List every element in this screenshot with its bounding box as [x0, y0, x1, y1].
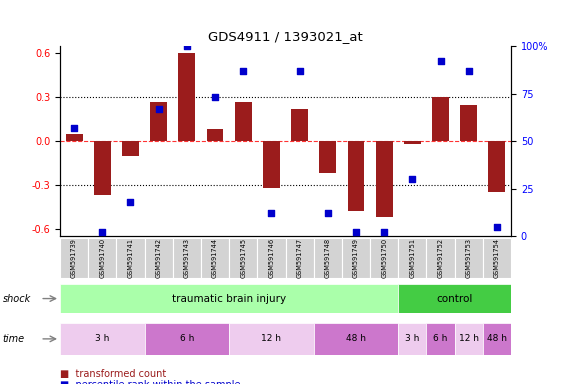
Bar — [404, 141, 421, 144]
Text: time: time — [3, 334, 25, 344]
Text: GSM591753: GSM591753 — [466, 238, 472, 278]
Text: GSM591741: GSM591741 — [127, 238, 134, 278]
Text: GSM591744: GSM591744 — [212, 238, 218, 278]
Bar — [235, 102, 252, 141]
Bar — [399, 323, 427, 355]
Point — [239, 68, 248, 74]
Bar — [60, 238, 88, 278]
Bar — [286, 238, 313, 278]
Text: traumatic brain injury: traumatic brain injury — [172, 293, 286, 304]
Text: GSM591746: GSM591746 — [268, 238, 275, 278]
Text: GSM591740: GSM591740 — [99, 238, 105, 278]
Bar — [348, 141, 364, 211]
Point — [267, 210, 276, 217]
Bar — [60, 323, 144, 355]
Bar — [342, 238, 370, 278]
Bar — [399, 284, 511, 313]
Text: GSM591745: GSM591745 — [240, 238, 246, 278]
Bar — [370, 238, 399, 278]
Text: shock: shock — [3, 293, 31, 304]
Bar — [88, 238, 116, 278]
Bar — [173, 238, 201, 278]
Point — [351, 229, 360, 235]
Bar — [432, 97, 449, 141]
Bar — [66, 134, 83, 141]
Bar — [313, 238, 342, 278]
Bar — [229, 238, 258, 278]
Bar — [483, 238, 511, 278]
Bar — [201, 238, 229, 278]
Text: 12 h: 12 h — [459, 334, 478, 343]
Bar — [376, 141, 393, 217]
Bar — [60, 284, 399, 313]
Bar — [150, 102, 167, 141]
Bar — [229, 323, 313, 355]
Text: 12 h: 12 h — [262, 334, 282, 343]
Text: ■  transformed count: ■ transformed count — [60, 369, 166, 379]
Text: GSM591739: GSM591739 — [71, 238, 77, 278]
Bar — [178, 53, 195, 141]
Bar — [319, 141, 336, 173]
Point — [464, 68, 473, 74]
Text: GSM591750: GSM591750 — [381, 238, 387, 278]
Text: GSM591752: GSM591752 — [437, 238, 444, 278]
Text: GSM591749: GSM591749 — [353, 238, 359, 278]
Text: ■  percentile rank within the sample: ■ percentile rank within the sample — [60, 380, 240, 384]
Bar — [427, 238, 455, 278]
Bar — [455, 238, 483, 278]
Text: 3 h: 3 h — [405, 334, 420, 343]
Text: GSM591754: GSM591754 — [494, 238, 500, 278]
Text: GSM591751: GSM591751 — [409, 238, 415, 278]
Point — [98, 229, 107, 235]
Text: GSM591747: GSM591747 — [296, 238, 303, 278]
Text: GSM591748: GSM591748 — [325, 238, 331, 278]
Title: GDS4911 / 1393021_at: GDS4911 / 1393021_at — [208, 30, 363, 43]
Point — [408, 176, 417, 182]
Point — [70, 125, 79, 131]
Point — [295, 68, 304, 74]
Text: GSM591742: GSM591742 — [156, 238, 162, 278]
Bar — [460, 104, 477, 141]
Text: control: control — [436, 293, 473, 304]
Text: GSM591743: GSM591743 — [184, 238, 190, 278]
Text: 48 h: 48 h — [487, 334, 507, 343]
Text: 48 h: 48 h — [346, 334, 366, 343]
Bar — [122, 141, 139, 156]
Bar — [263, 141, 280, 188]
Bar — [489, 141, 505, 192]
Point — [323, 210, 332, 217]
Bar — [258, 238, 286, 278]
Point — [182, 43, 191, 49]
Point — [126, 199, 135, 205]
Text: 6 h: 6 h — [180, 334, 194, 343]
Point — [436, 58, 445, 65]
Point — [211, 94, 220, 101]
Point — [154, 106, 163, 112]
Bar — [399, 238, 427, 278]
Bar — [483, 323, 511, 355]
Bar — [207, 129, 223, 141]
Bar — [116, 238, 144, 278]
Text: 6 h: 6 h — [433, 334, 448, 343]
Point — [380, 229, 389, 235]
Bar — [94, 141, 111, 195]
Point — [492, 223, 501, 230]
Bar — [455, 323, 483, 355]
Bar — [144, 238, 173, 278]
Bar — [313, 323, 399, 355]
Bar — [291, 109, 308, 141]
Bar — [427, 323, 455, 355]
Text: 3 h: 3 h — [95, 334, 110, 343]
Bar — [144, 323, 229, 355]
